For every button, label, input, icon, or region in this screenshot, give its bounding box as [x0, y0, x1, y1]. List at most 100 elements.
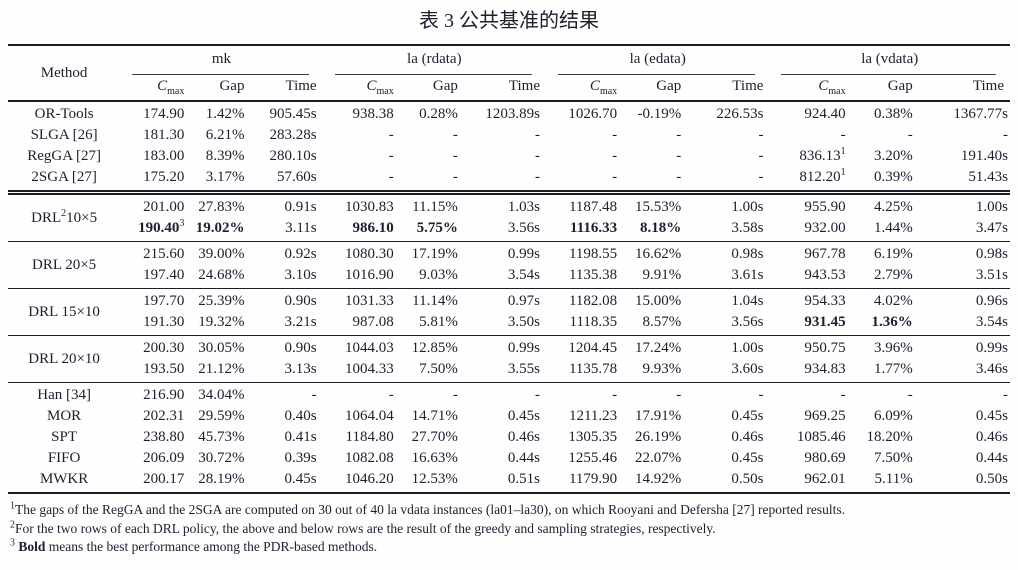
value-cell: 39.00%: [198, 246, 245, 262]
value-cell: 191.40s: [960, 148, 1008, 164]
value-cell: 1135.38: [568, 267, 618, 283]
method-cell: RegGA [27]: [27, 148, 101, 164]
value-cell: 5.11%: [874, 471, 913, 487]
value-cell: 183.00: [143, 148, 185, 164]
value-cell: 0.46s: [731, 429, 764, 445]
value-cell: 3.56s: [507, 220, 541, 236]
value-cell: 0.96s: [975, 293, 1008, 309]
value-cell: 1182.08: [568, 293, 618, 309]
value-cell: 26.19%: [635, 429, 682, 445]
table-row: 193.50 21.12% 3.13s 1004.33 7.50% 3.55s 1135.7…: [8, 359, 1010, 383]
value-cell: 1.03s: [507, 199, 541, 215]
value-cell: 6.09%: [873, 408, 913, 424]
benchmark-table-container: Method mk la (rdata) la (edata) la (vdata) Cm…: [0, 44, 1018, 494]
value-cell: -: [1003, 387, 1008, 403]
value-cell: 215.60: [143, 246, 185, 262]
column-header-cmax-la-vdata: Cmax: [818, 78, 846, 97]
column-header-cmax-la-edata: Cmax: [589, 78, 618, 97]
value-cell: -: [612, 169, 618, 185]
value-cell: 201.00: [143, 199, 185, 215]
value-cell: 15.53%: [635, 199, 682, 215]
value-cell: 21.12%: [198, 361, 245, 377]
value-cell: 51.43s: [968, 169, 1008, 185]
value-cell: 1184.80: [345, 429, 394, 445]
table-section: DRL 15×10 197.70 25.39% 0.90s 1031.33 11.14% 0…: [8, 288, 1010, 336]
table-row: 197.40 24.68% 3.10s 1016.90 9.03% 3.54s 1135.3…: [8, 265, 1010, 289]
table-row: DRL 20×10 200.30 30.05% 0.90s 1044.03 12.85% 0…: [8, 336, 1010, 367]
value-cell: 8.18%: [640, 220, 682, 236]
value-cell: 193.50: [143, 361, 185, 377]
value-cell: -: [676, 148, 682, 164]
value-cell: -: [612, 127, 618, 143]
column-header-time-mk: Time: [285, 78, 317, 94]
value-cell: 1026.70: [568, 106, 618, 122]
value-cell: 1046.20: [344, 471, 394, 487]
value-cell: 174.90: [143, 106, 185, 122]
table-row: Han [34] 216.90 34.04% - - - - - - - - - -: [8, 383, 1010, 407]
value-cell: 1204.45: [568, 340, 618, 356]
column-header-gap-la-rdata: Gap: [432, 78, 458, 94]
table-row: FIFO 206.09 30.72% 0.39s 1082.08 16.63% 0.44s 1…: [8, 448, 1010, 469]
value-cell: 29.59%: [198, 408, 245, 424]
method-cell: Han [34]: [37, 387, 91, 403]
value-cell: 8.39%: [205, 148, 245, 164]
group-underline: [132, 74, 309, 75]
value-cell: 28.19%: [198, 471, 245, 487]
value-cell: 11.14%: [412, 293, 458, 309]
value-cell: 206.09: [143, 450, 185, 466]
value-cell: -: [676, 127, 682, 143]
value-cell: 3.54s: [975, 314, 1008, 330]
group-label: la (edata): [629, 51, 686, 67]
value-cell: 9.91%: [642, 267, 682, 283]
value-cell: 57.60s: [277, 169, 317, 185]
method-cell: DRL 20×10: [28, 350, 100, 367]
value-cell: 0.99s: [507, 246, 541, 262]
method-cell: FIFO: [47, 450, 81, 466]
value-cell: 1.00s: [731, 199, 764, 215]
value-cell: 1179.90: [568, 471, 618, 487]
value-cell: 3.96%: [873, 340, 913, 356]
value-cell: 943.53: [804, 267, 846, 283]
value-cell: 0.99s: [975, 340, 1008, 356]
value-cell: 1.00s: [975, 199, 1008, 215]
value-cell: -: [612, 148, 618, 164]
table-row: OR-Tools 174.90 1.42% 905.45s 938.38 0.28% 120…: [8, 101, 1010, 125]
value-cell: 25.39%: [198, 293, 245, 309]
value-cell: 3.10s: [284, 267, 317, 283]
value-cell: 6.19%: [873, 246, 913, 262]
value-cell: -: [676, 169, 682, 185]
value-cell: -: [452, 387, 458, 403]
value-cell: 197.70: [143, 293, 185, 309]
column-header-gap-la-edata: Gap: [656, 78, 682, 94]
value-cell: 30.05%: [198, 340, 245, 356]
value-cell: 1044.03: [344, 340, 394, 356]
value-cell: 3.13s: [284, 361, 317, 377]
value-cell: 0.97s: [507, 293, 541, 309]
group-label: la (rdata): [407, 51, 462, 67]
value-cell: 987.08: [352, 314, 394, 330]
value-cell: 17.91%: [635, 408, 682, 424]
value-cell: 1082.08: [344, 450, 394, 466]
value-cell: 4.02%: [873, 293, 913, 309]
value-cell: 5.81%: [419, 314, 458, 330]
column-header-gap-mk: Gap: [219, 78, 245, 94]
value-cell: -: [907, 127, 913, 143]
method-cell: DRL 20×5: [32, 256, 97, 273]
value-cell: 1080.30: [344, 246, 394, 262]
value-cell: 238.80: [143, 429, 185, 445]
method-cell: SPT: [51, 429, 78, 445]
value-cell: -: [758, 148, 764, 164]
value-cell: 1211.23: [568, 408, 618, 424]
value-cell: -: [388, 148, 394, 164]
column-header-time-la-edata: Time: [732, 78, 764, 94]
column-header-cmax-mk: Cmax: [157, 78, 185, 97]
value-cell: 1187.48: [568, 199, 618, 215]
value-cell: 197.40: [143, 267, 185, 283]
footnote-1: 1The gaps of the RegGA and the 2SGA are …: [10, 500, 846, 517]
value-cell: 924.40: [804, 106, 846, 122]
value-cell: 1203.89s: [485, 106, 541, 122]
value-cell: 0.44s: [975, 450, 1008, 466]
table-row: 2SGA [27] 175.20 3.17% 57.60s - - - - - - 812.201 0…: [8, 167, 1010, 193]
column-group-mk: mk: [120, 45, 322, 75]
value-cell: 3.47s: [975, 220, 1008, 236]
